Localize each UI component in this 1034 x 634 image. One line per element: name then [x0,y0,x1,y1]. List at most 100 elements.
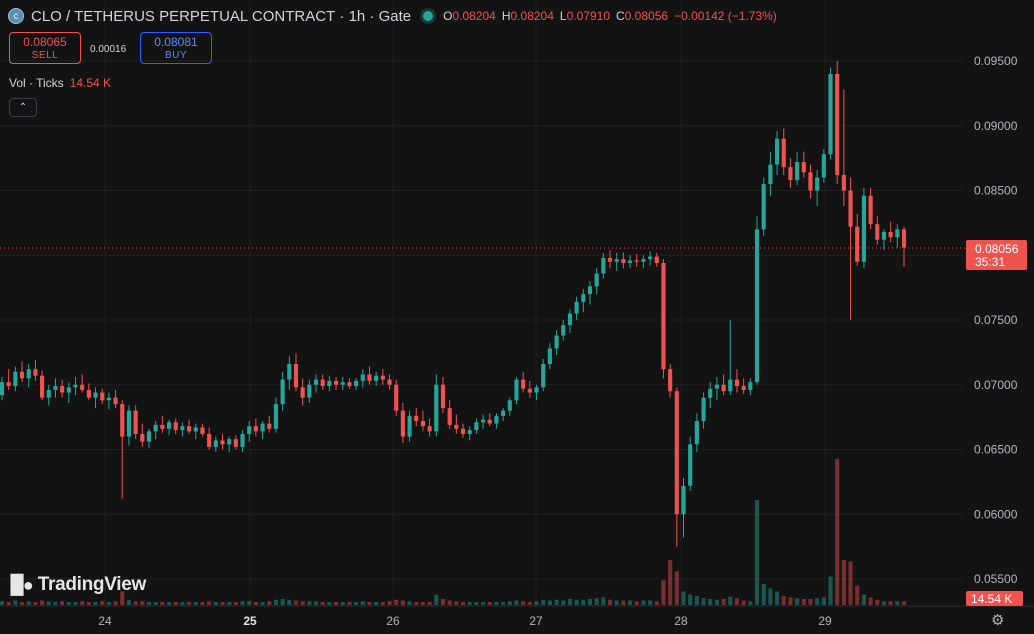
candle-body [427,426,432,432]
chart-header: c CLO / TETHERUS PERPETUAL CONTRACT · 1h… [8,6,777,26]
candle-body [287,364,292,380]
price-tick-label: 0.06000 [974,507,1018,521]
volume-bar [227,602,232,605]
candle-body [734,379,740,387]
volume-bar [454,601,459,605]
symbol-title[interactable]: CLO / TETHERUS PERPETUAL CONTRACT [31,7,336,25]
candle-body [467,430,472,434]
volume-bar [668,560,673,605]
separator: · [335,7,349,25]
volume-bar [73,602,78,605]
candle-body [648,256,653,260]
tradingview-logo[interactable]: ▉● TradingView [11,574,146,596]
candle-body [247,426,252,434]
ohlc-low: L0.07910 [559,9,610,23]
candle-body [113,397,118,405]
market-status-icon [423,11,434,21]
ohlc-close: C0.08056 [616,9,669,23]
collapse-legend-button[interactable]: ⌃ [9,98,37,117]
candle-body [587,286,593,295]
candle-body [380,375,385,380]
coin-logo-icon: c [8,8,24,24]
candle-body [761,184,766,230]
candle-body [848,190,853,227]
candle-body [6,382,11,387]
time-tick-label: 24 [98,614,112,628]
volume-bar [180,602,185,605]
volume-bar [440,599,446,605]
volume-bar [541,599,546,605]
volume-bar [334,602,339,605]
candle-body [100,392,105,401]
price-axis[interactable]: 0.05500 0.06000 0.06500 0.07000 0.07500 0.080… [974,54,1018,586]
candle-body [187,426,192,432]
volume-bars [0,458,907,605]
volume-bar [554,599,559,605]
candle-body [106,397,111,401]
candle-body [754,229,760,383]
volume-bar [674,571,679,605]
buy-button[interactable]: 0.08081 BUY [140,32,212,64]
volume-bar [848,561,853,605]
candle-body [607,257,613,262]
volume-bar [694,596,699,605]
current-price-badge [966,240,1027,270]
exchange-label[interactable]: Gate [378,7,412,25]
volume-bar [761,584,766,605]
volume-bar [313,601,319,605]
candle-body [741,386,746,390]
candle-body [621,259,626,264]
candle-body [46,389,51,398]
bar-countdown-label: 35:31 [975,255,1005,269]
candle-body [354,380,359,387]
candle-body [781,138,786,168]
volume-bar [253,602,258,605]
volume-bar [681,591,686,605]
volume-bar [587,599,593,605]
candle-body [748,382,753,390]
candle-body [367,374,372,381]
volume-bar [420,602,426,605]
sell-price: 0.08065 [23,35,67,49]
time-tick-label: 27 [529,614,543,628]
gear-icon[interactable]: ⚙ [991,612,1005,629]
volume-bar [133,601,138,605]
volume-bar [661,580,666,605]
candle-body [313,379,319,385]
volume-bar [153,602,158,605]
price-tick-label: 0.07500 [974,313,1018,327]
volume-bar [701,598,706,605]
time-tick-label: 29 [818,614,832,628]
sell-button[interactable]: 0.08065 SELL [9,32,81,64]
volume-bar [40,600,45,605]
candle-body [634,260,639,262]
volume-bar [66,602,71,605]
time-axis[interactable]: 24 25 26 27 28 29 [0,605,1034,628]
volume-bar [93,602,98,605]
candle-body [474,422,479,431]
volume-bar [514,600,519,605]
candle-body [440,384,446,409]
volume-legend[interactable]: Vol · Ticks 14.54 K [9,76,111,90]
volume-bar [467,602,472,605]
interval-label[interactable]: 1h [348,7,366,25]
volume-bar [146,602,152,605]
price-tick-label: 0.09000 [974,119,1018,133]
volume-bar [220,602,225,605]
volume-bar [654,601,659,605]
candle-body [434,384,439,432]
candle-body [835,73,840,175]
candle-body [407,415,412,437]
volume-bar [808,599,813,605]
price-tick-label: 0.09500 [974,54,1018,68]
candle-body [86,389,91,398]
candle-body [253,426,258,432]
candle-body [153,424,158,432]
volume-bar [607,599,613,605]
volume-bar [547,600,552,605]
price-tick-label: 0.06500 [974,443,1018,457]
volume-bar [841,560,846,605]
volume-bar [795,598,800,605]
ohlc-high: H0.08204 [501,9,554,23]
